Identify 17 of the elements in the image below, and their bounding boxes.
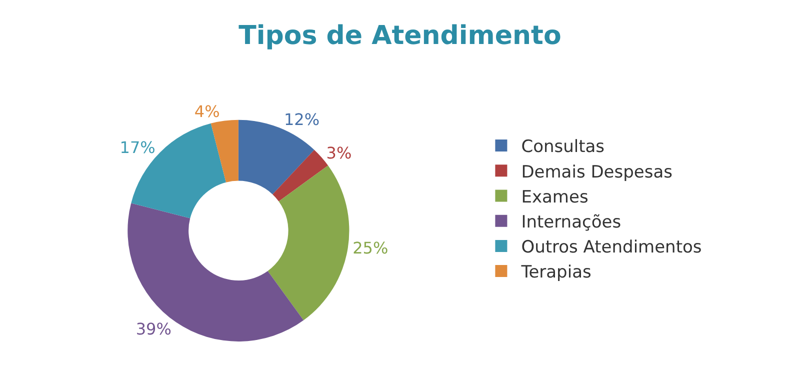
chart-title: Tipos de Atendimento: [238, 20, 562, 51]
data-label: 12%: [284, 110, 320, 129]
data-label: 17%: [120, 138, 156, 158]
data-label: 3%: [326, 144, 352, 163]
donut-slice: [128, 203, 304, 342]
legend-label: Consultas: [521, 137, 605, 158]
legend-label: Outros Atendimentos: [521, 238, 702, 258]
legend-label: Terapias: [520, 262, 592, 283]
data-label: 39%: [136, 319, 172, 338]
legend-label: Exames: [521, 187, 588, 208]
donut-slice: [268, 166, 350, 320]
data-label: 4%: [194, 102, 220, 121]
legend-label: Internações: [521, 212, 622, 232]
legend-label: Demais Despesas: [521, 162, 673, 182]
donut-slice: [272, 150, 328, 202]
donut-slice: [210, 120, 238, 182]
data-label: 25%: [352, 238, 388, 258]
